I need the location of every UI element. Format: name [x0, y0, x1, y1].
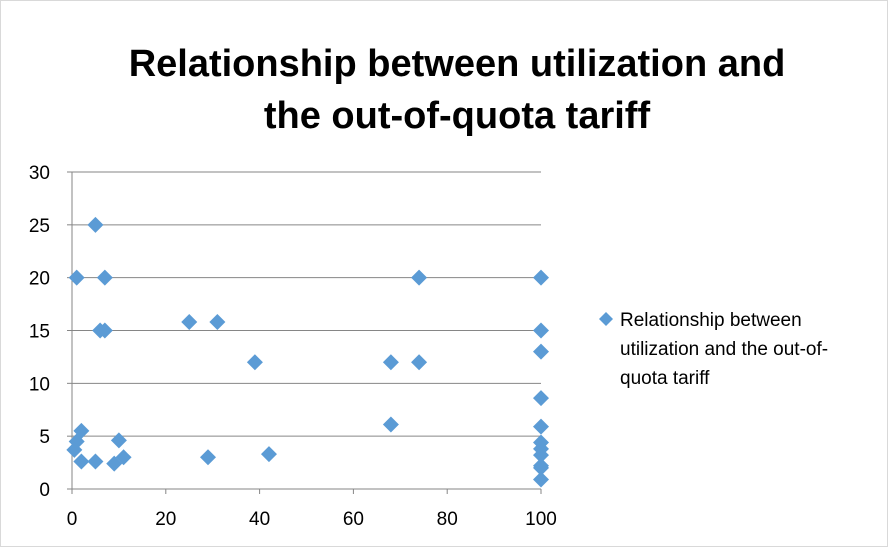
y-tick-label-30: 30	[29, 163, 50, 184]
axes	[67, 171, 542, 494]
data-point-2	[96, 269, 113, 286]
data-point-19	[382, 416, 399, 433]
legend: Relationship between utilization and the …	[599, 310, 828, 389]
x-tick-label-60: 60	[343, 509, 364, 530]
y-tick-label-15: 15	[29, 322, 50, 343]
data-point-16	[246, 354, 263, 371]
data-point-9	[87, 453, 104, 470]
legend-marker-icon	[599, 312, 613, 326]
x-tick-label-20: 20	[155, 509, 176, 530]
data-point-26	[533, 418, 549, 435]
data-point-1	[87, 216, 104, 233]
legend-entry-line-1: Relationship between	[620, 310, 802, 331]
y-tick-label-25: 25	[29, 216, 50, 237]
x-tick-label-0: 0	[67, 509, 78, 530]
y-tick-label-10: 10	[29, 374, 50, 395]
chart-title-line-1: Relationship between utilization and	[129, 43, 786, 85]
data-point-29	[533, 447, 549, 464]
data-point-17	[260, 446, 277, 463]
data-point-4	[96, 322, 113, 339]
y-tick-label-0: 0	[39, 480, 50, 501]
y-tick-label-5: 5	[39, 427, 50, 448]
y-tick-label-20: 20	[29, 269, 50, 290]
x-tick-label-40: 40	[249, 509, 270, 530]
data-point-12	[115, 449, 132, 466]
legend-entry-line-2: utilization and the out-of-	[620, 339, 828, 360]
data-point-0	[68, 269, 85, 286]
data-point-14	[209, 314, 226, 331]
data-point-31	[533, 459, 549, 476]
data-point-32	[533, 471, 549, 488]
data-point-15	[200, 449, 217, 466]
data-point-18	[382, 354, 399, 371]
tick-labels: 0 5 10 15 20 25 30 0 20 40 60 80 100	[29, 163, 557, 530]
x-tick-label-80: 80	[437, 509, 458, 530]
data-point-22	[533, 269, 549, 286]
data-point-8	[73, 453, 90, 470]
data-point-6	[73, 422, 90, 439]
data-point-24	[533, 343, 549, 360]
gridlines	[72, 171, 541, 437]
chart-title-line-2: the out-of-quota tariff	[264, 95, 651, 137]
legend-entry-line-3: quota tariff	[620, 368, 710, 389]
data-point-13	[181, 314, 198, 331]
data-point-11	[110, 432, 127, 449]
data-point-25	[533, 390, 549, 407]
chart-title: Relationship between utilization and the …	[129, 43, 786, 137]
x-tick-label-100: 100	[525, 509, 557, 530]
data-point-7	[66, 441, 83, 458]
data-point-23	[533, 322, 549, 339]
data-point-20	[411, 269, 428, 286]
data-point-21	[411, 354, 428, 371]
data-points	[66, 216, 549, 488]
